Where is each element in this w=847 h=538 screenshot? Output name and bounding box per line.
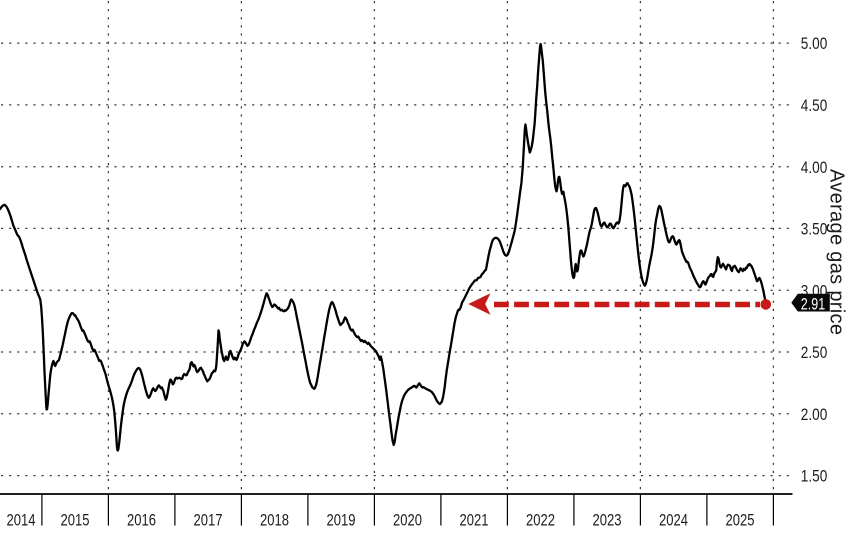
svg-text:2017: 2017 — [194, 511, 223, 530]
svg-text:2025: 2025 — [726, 511, 755, 530]
svg-text:3.50: 3.50 — [801, 220, 828, 239]
svg-text:2023: 2023 — [593, 511, 622, 530]
svg-text:2019: 2019 — [327, 511, 356, 530]
svg-text:4.00: 4.00 — [801, 158, 828, 177]
svg-text:2018: 2018 — [260, 511, 289, 530]
svg-text:2016: 2016 — [127, 511, 156, 530]
svg-text:2015: 2015 — [61, 511, 90, 530]
svg-text:2020: 2020 — [393, 511, 422, 530]
svg-text:4.50: 4.50 — [801, 96, 828, 115]
svg-text:2.91: 2.91 — [801, 295, 825, 314]
svg-text:2024: 2024 — [659, 511, 688, 530]
svg-text:2021: 2021 — [460, 511, 489, 530]
svg-text:2022: 2022 — [526, 511, 555, 530]
svg-text:2014: 2014 — [7, 511, 36, 530]
svg-text:2.00: 2.00 — [801, 405, 828, 424]
svg-text:2.50: 2.50 — [801, 343, 828, 362]
svg-text:Average gas price: Average gas price — [826, 169, 847, 335]
svg-text:1.50: 1.50 — [801, 467, 828, 486]
svg-text:5.00: 5.00 — [801, 34, 828, 53]
